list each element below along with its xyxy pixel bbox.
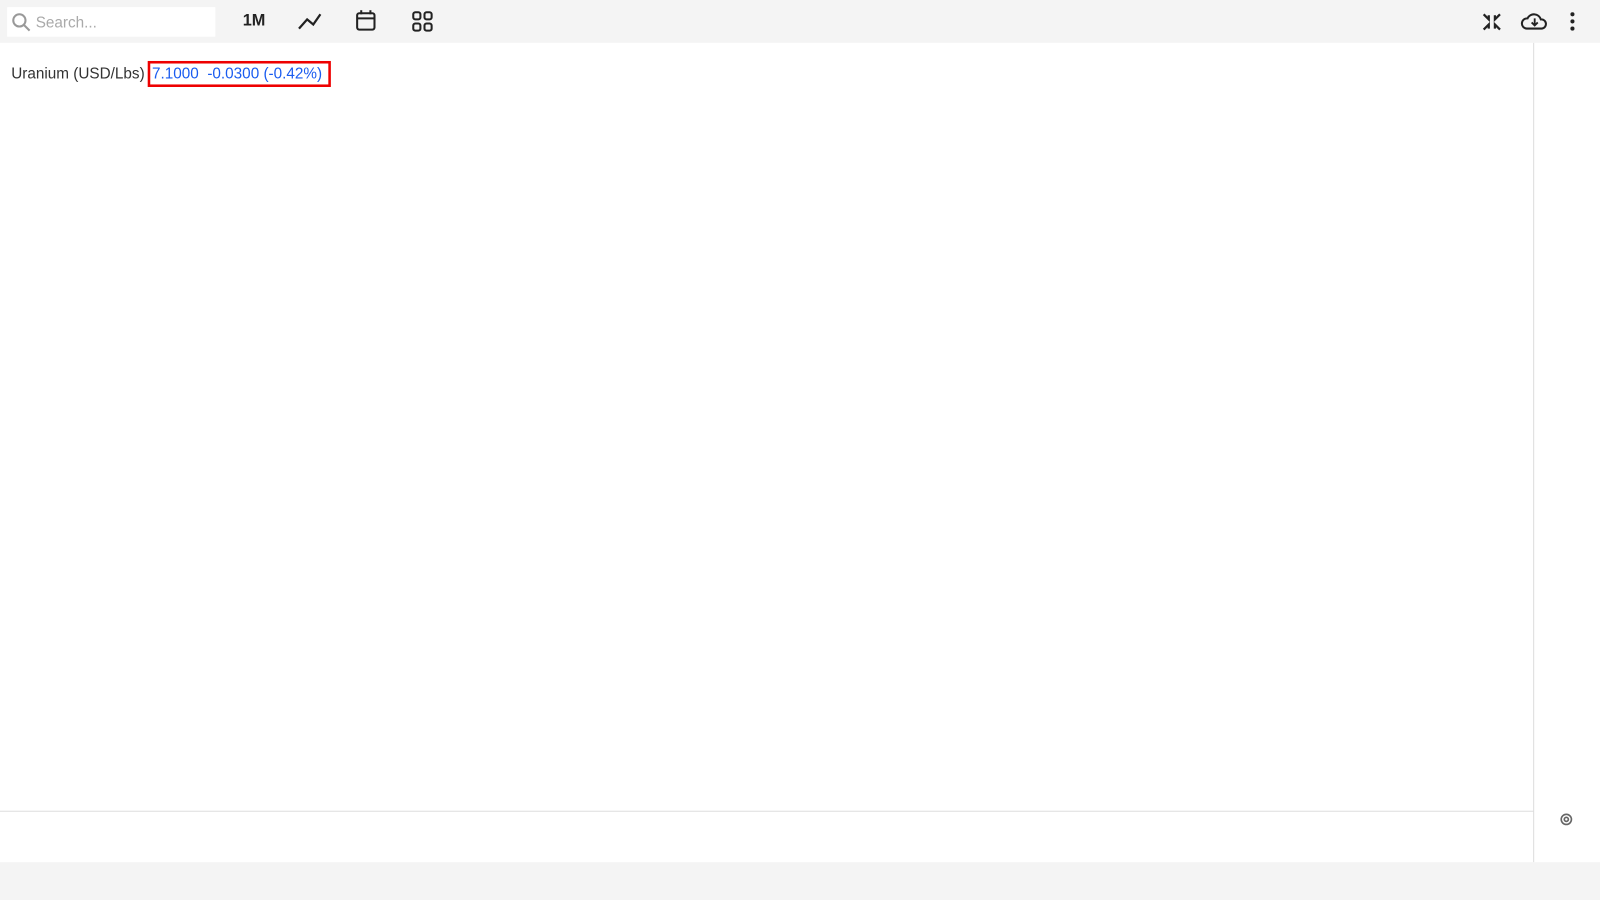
compress-icon[interactable] (1482, 13, 1501, 31)
download-icon[interactable] (1520, 13, 1547, 30)
price-readout: 7.1000 -0.0300 (-0.42%) (152, 66, 322, 83)
search-box[interactable] (7, 7, 216, 37)
interval-button[interactable]: 1M (243, 12, 266, 30)
search-placeholder: Search... (36, 15, 97, 32)
chart-type-icon[interactable] (298, 13, 322, 30)
toolbar (0, 0, 1600, 43)
readout-highlight (147, 60, 331, 87)
search-icon (12, 13, 31, 32)
settings-icon[interactable] (1560, 813, 1573, 826)
range-bar (0, 862, 1600, 900)
chart-title: Uranium (USD/Lbs) (11, 66, 144, 83)
calendar-icon[interactable] (356, 10, 376, 31)
indicators-icon[interactable] (412, 11, 433, 32)
menu-icon[interactable] (1570, 12, 1575, 31)
